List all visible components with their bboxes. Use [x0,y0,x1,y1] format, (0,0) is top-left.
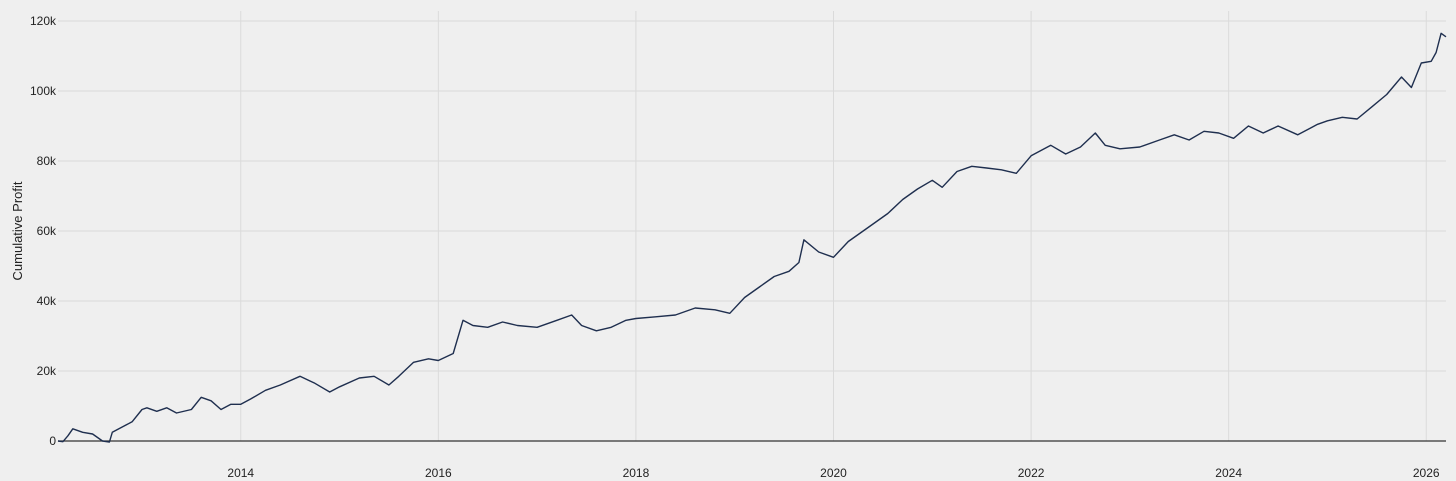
y-tick-label: 40k [37,294,57,308]
x-tick-label: 2020 [820,466,847,480]
x-tick-label: 2022 [1018,466,1045,480]
grid-layer [58,11,1446,441]
y-axis-title: Cumulative Profit [10,181,25,280]
axis-layer: 0 20k 40k 60k 80k 100k 120k 2014 2016 2018 2020 202… [30,14,1446,480]
series-layer [57,32,1447,443]
x-tick-label: 2024 [1215,466,1242,480]
x-tick-label: 2018 [623,466,650,480]
y-tick-label: 120k [30,14,57,28]
y-tick-label: 80k [37,154,57,168]
x-tick-label: 2026 [1413,466,1440,480]
cumulative-profit-line [57,32,1447,443]
x-tick-label: 2016 [425,466,452,480]
y-tick-label: 0 [49,434,56,448]
y-tick-label: 20k [37,364,57,378]
x-tick-label: 2014 [227,466,254,480]
y-tick-label: 100k [30,84,57,98]
y-tick-label: 60k [37,224,57,238]
